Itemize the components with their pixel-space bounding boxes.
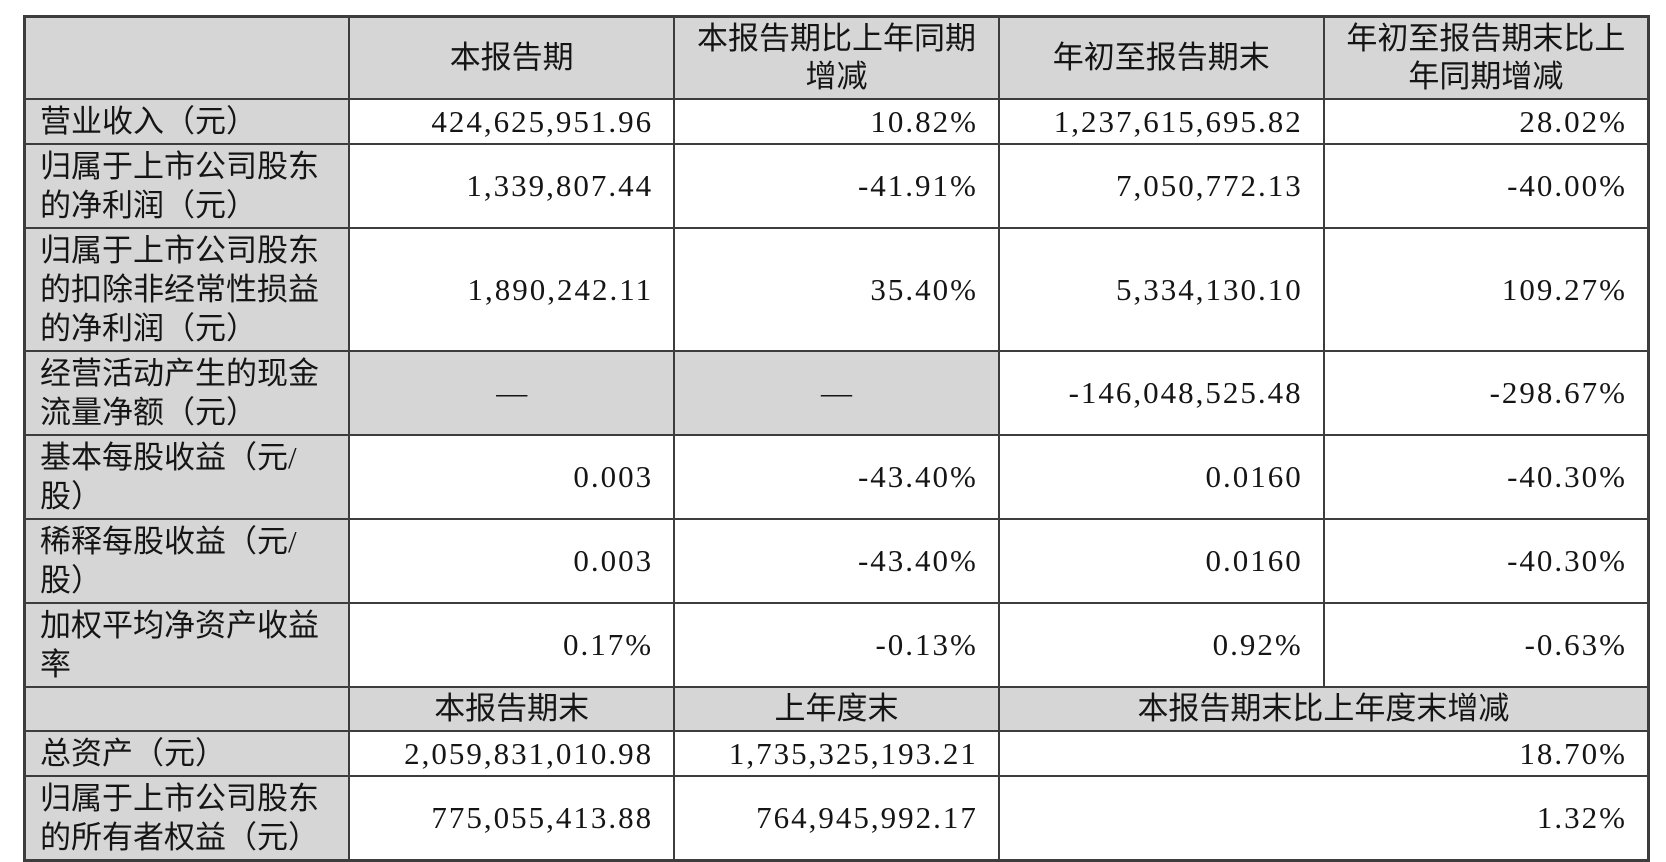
value-cell: 0.92%: [997, 602, 1325, 688]
value-cell: 0.003: [348, 518, 676, 604]
table-header-row-period-end: 本报告期末 上年度末 本报告期末比上年度末增减: [23, 686, 1650, 732]
table-row: 营业收入（元） 424,625,951.96 10.82% 1,237,615,695…: [23, 98, 1650, 145]
header-cell-end-of-prior-year: 上年度末: [673, 686, 1000, 732]
value-cell: 5,334,130.10: [997, 227, 1325, 352]
header-cell-blank: [23, 686, 351, 732]
value-cell: -43.40%: [673, 434, 1000, 520]
period-metrics-section: 营业收入（元） 424,625,951.96 10.82% 1,237,615,695…: [23, 98, 1650, 688]
balance-metrics-section: 总资产（元） 2,059,831,010.98 1,735,325,193.21 18…: [23, 730, 1650, 862]
value-cell: -40.30%: [1322, 518, 1650, 604]
value-cell: 1,339,807.44: [348, 143, 676, 229]
row-label: 加权平均净资产收益率: [23, 602, 351, 688]
table-row: 加权平均净资产收益率 0.17% -0.13% 0.92% -0.63%: [23, 602, 1650, 688]
table-row: 归属于上市公司股东的净利润（元） 1,339,807.44 -41.91% 7,050…: [23, 143, 1650, 229]
header-cell-end-of-period: 本报告期末: [348, 686, 676, 732]
value-cell: 1.32%: [997, 775, 1650, 862]
value-cell: -40.30%: [1322, 434, 1650, 520]
value-cell: 1,735,325,193.21: [673, 730, 1000, 777]
row-label: 稀释每股收益（元/股）: [23, 518, 351, 604]
row-label: 归属于上市公司股东的净利润（元）: [23, 143, 351, 229]
value-cell: -146,048,525.48: [997, 350, 1325, 436]
value-cell: 764,945,992.17: [673, 775, 1000, 862]
not-applicable-cell: —: [673, 350, 1000, 436]
value-cell: 7,050,772.13: [997, 143, 1325, 229]
row-label: 经营活动产生的现金流量净额（元）: [23, 350, 351, 436]
value-cell: 424,625,951.96: [348, 98, 676, 145]
value-cell: 28.02%: [1322, 98, 1650, 145]
value-cell: 2,059,831,010.98: [348, 730, 676, 777]
table-row: 稀释每股收益（元/股） 0.003 -43.40% 0.0160 -40.30%: [23, 518, 1650, 604]
table-row: 经营活动产生的现金流量净额（元） — — -146,048,525.48 -298.67…: [23, 350, 1650, 436]
value-cell: 18.70%: [997, 730, 1650, 777]
header-cell-current-period: 本报告期: [348, 15, 676, 100]
value-cell: 10.82%: [673, 98, 1000, 145]
value-cell: -40.00%: [1322, 143, 1650, 229]
header-cell-blank: [23, 15, 351, 100]
table-row: 总资产（元） 2,059,831,010.98 1,735,325,193.21 18…: [23, 730, 1650, 777]
value-cell: 109.27%: [1322, 227, 1650, 352]
row-label: 归属于上市公司股东的扣除非经常性损益的净利润（元）: [23, 227, 351, 352]
header-cell-period-yoy-change: 本报告期比上年同期增减: [673, 15, 1000, 100]
header-cell-ytd-yoy-change: 年初至报告期末比上年同期增减: [1322, 15, 1650, 100]
value-cell: 0.003: [348, 434, 676, 520]
value-cell: -41.91%: [673, 143, 1000, 229]
header-cell-year-to-date: 年初至报告期末: [997, 15, 1325, 100]
value-cell: -298.67%: [1322, 350, 1650, 436]
value-cell: -43.40%: [673, 518, 1000, 604]
value-cell: 1,890,242.11: [348, 227, 676, 352]
value-cell: 0.0160: [997, 434, 1325, 520]
value-cell: 1,237,615,695.82: [997, 98, 1325, 145]
table-row: 归属于上市公司股东的扣除非经常性损益的净利润（元） 1,890,242.11 35.…: [23, 227, 1650, 352]
value-cell: -0.13%: [673, 602, 1000, 688]
not-applicable-cell: —: [348, 350, 676, 436]
value-cell: 35.40%: [673, 227, 1000, 352]
table-row: 基本每股收益（元/股） 0.003 -43.40% 0.0160 -40.30%: [23, 434, 1650, 520]
row-label: 归属于上市公司股东的所有者权益（元）: [23, 775, 351, 862]
table-row: 归属于上市公司股东的所有者权益（元） 775,055,413.88 764,945,…: [23, 775, 1650, 862]
value-cell: -0.63%: [1322, 602, 1650, 688]
row-label: 基本每股收益（元/股）: [23, 434, 351, 520]
key-financials-table: 本报告期 本报告期比上年同期增减 年初至报告期末 年初至报告期末比上年同期增减 …: [23, 15, 1650, 862]
value-cell: 0.0160: [997, 518, 1325, 604]
value-cell: 0.17%: [348, 602, 676, 688]
value-cell: 775,055,413.88: [348, 775, 676, 862]
row-label: 总资产（元）: [23, 730, 351, 777]
table-header-row-period: 本报告期 本报告期比上年同期增减 年初至报告期末 年初至报告期末比上年同期增减: [23, 15, 1650, 100]
header-cell-period-end-vs-prior-year-change: 本报告期末比上年度末增减: [997, 686, 1650, 732]
row-label: 营业收入（元）: [23, 98, 351, 145]
